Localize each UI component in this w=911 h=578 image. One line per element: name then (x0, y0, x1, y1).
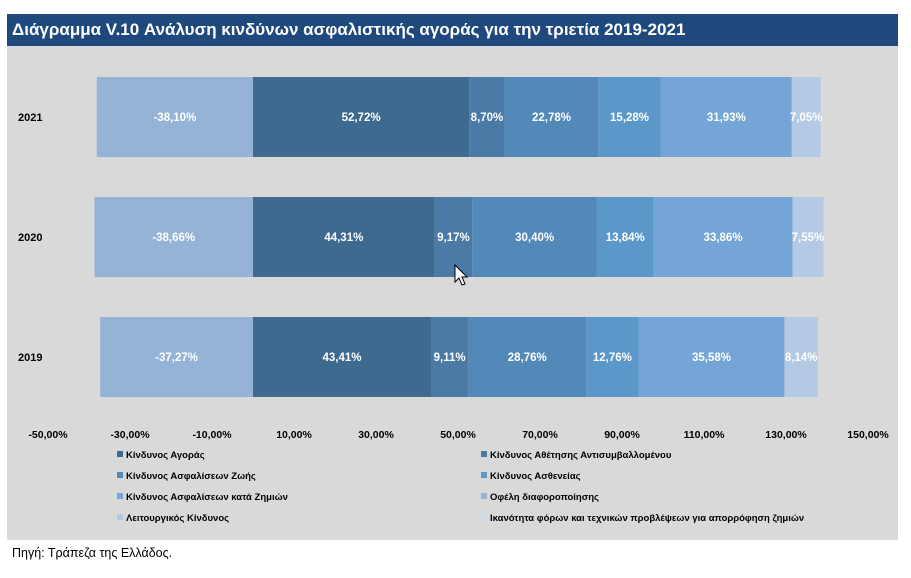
legend-swatch (481, 493, 487, 499)
bar-segment (469, 77, 505, 157)
x-tick-label: 110,00% (684, 429, 726, 441)
legend-label: Κίνδυνος Ασφαλίσεων Ζωής (126, 471, 256, 482)
legend-label: Οφέλη διαφοροποίησης (490, 492, 599, 503)
bar-segment (253, 77, 470, 157)
source-note: Πηγή: Τράπεζα της Ελλάδος. (12, 546, 173, 560)
data-label: -37,27% (155, 352, 198, 364)
x-tick-label: -30,00% (110, 429, 150, 441)
bar-segment (253, 197, 435, 277)
legend-label: Κίνδυνος Ασθενείας (490, 471, 581, 482)
bar-segment (792, 197, 824, 277)
data-label: 35,58% (692, 352, 731, 364)
legend-label: Ικανότητα φόρων και τεχνικών προβλέψεων … (490, 513, 804, 524)
legend-swatch (117, 514, 123, 520)
bar-segment (94, 197, 253, 277)
data-label: 7,55% (792, 232, 825, 244)
x-tick-label: 90,00% (604, 429, 640, 441)
mouse-cursor-icon (454, 263, 469, 286)
legend-label: Κίνδυνος Ασφαλίσεων κατά Ζημιών (126, 492, 288, 503)
x-tick-label: 70,00% (522, 429, 558, 441)
legend-swatch (481, 472, 487, 478)
category-label: 2019 (18, 352, 42, 364)
legend-swatch (481, 514, 487, 520)
bar-segment (653, 197, 793, 277)
bar-segment (791, 77, 821, 157)
category-label: 2021 (18, 112, 42, 124)
x-tick-label: 50,00% (440, 429, 476, 441)
data-label: 44,31% (324, 232, 363, 244)
bar-segment (100, 317, 254, 397)
data-label: 30,40% (515, 232, 554, 244)
legend-label: Λειτουργικός Κίνδυνος (126, 513, 229, 524)
bar-segment (434, 197, 473, 277)
bar-segment (96, 77, 253, 157)
bar-segment (784, 317, 818, 397)
bar-segment (596, 197, 654, 277)
chart-title: Διάγραμμα V.10 Ανάλυση κινδύνων ασφαλιστ… (7, 14, 898, 46)
x-tick-label: 30,00% (358, 429, 394, 441)
data-label: 22,78% (532, 112, 571, 124)
data-label: 52,72% (342, 112, 381, 124)
data-label: 9,11% (434, 352, 466, 364)
bar-segment (504, 77, 599, 157)
bar-segment (468, 317, 587, 397)
x-tick-label: 10,00% (276, 429, 312, 441)
data-label: 15,28% (610, 112, 649, 124)
legend-swatch (117, 493, 123, 499)
bar-segment (598, 77, 661, 157)
x-tick-label: 130,00% (765, 429, 807, 441)
data-label: 43,41% (322, 352, 361, 364)
legend-swatch (117, 472, 123, 478)
bar-segment (430, 317, 469, 397)
data-label: 13,84% (606, 232, 645, 244)
legend-label: Κίνδυνος Αθέτησης Αντισυμβαλλομένου (490, 450, 672, 461)
data-label: 8,70% (471, 112, 504, 124)
data-label: 9,17% (437, 232, 470, 244)
legend-label: Κίνδυνος Αγοράς (126, 450, 205, 461)
x-tick-label: 150,00% (847, 429, 889, 441)
bar-segment (638, 317, 785, 397)
legend-swatch (117, 451, 123, 457)
data-label: 28,76% (508, 352, 547, 364)
data-label: -38,66% (152, 232, 195, 244)
bar-segment (253, 317, 431, 397)
data-label: 31,93% (707, 112, 746, 124)
bar-segment (586, 317, 639, 397)
data-label: 33,86% (704, 232, 743, 244)
category-label: 2020 (18, 232, 42, 244)
data-label: -38,10% (153, 112, 196, 124)
bar-segment (660, 77, 792, 157)
bar-segment (472, 197, 597, 277)
x-tick-label: -50,00% (28, 429, 68, 441)
legend-swatch (481, 451, 487, 457)
data-label: 7,05% (790, 112, 823, 124)
data-label: 8,14% (785, 352, 818, 364)
x-tick-label: -10,00% (192, 429, 232, 441)
data-label: 12,76% (593, 352, 632, 364)
